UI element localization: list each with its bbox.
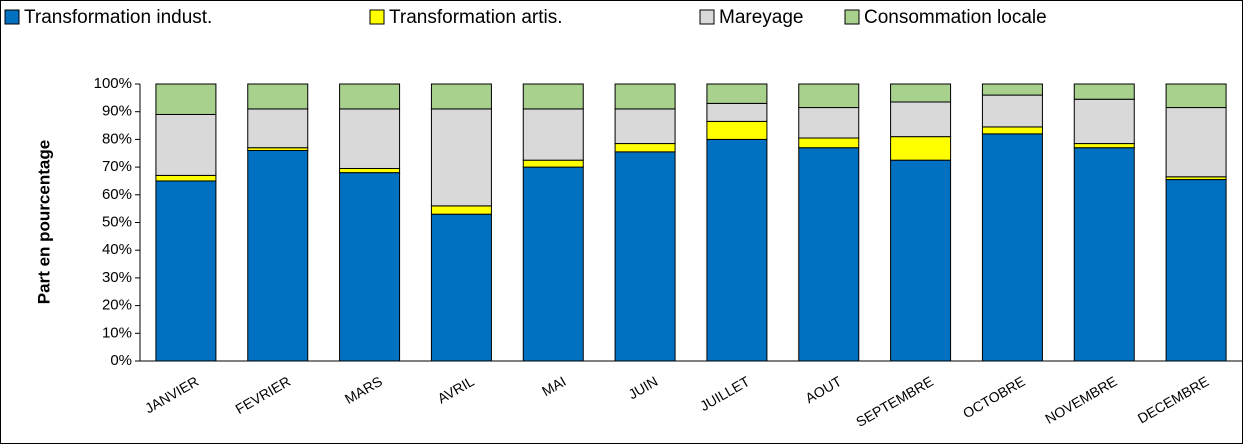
bar-segment	[430, 108, 492, 207]
bar-segment	[1165, 83, 1227, 109]
y-tick-label: 100%	[94, 75, 132, 92]
bar-segment	[890, 83, 952, 103]
y-tick-label: 30%	[102, 269, 132, 286]
bar-segment	[1073, 83, 1135, 100]
legend-label: Transformation indust.	[24, 7, 212, 28]
legend-swatch	[844, 9, 860, 25]
bar-segment	[1073, 98, 1135, 145]
bar-segment	[522, 166, 584, 362]
bar-segment	[890, 159, 952, 362]
legend-label: Consommation locale	[864, 7, 1047, 28]
y-tick-label: 20%	[102, 297, 132, 314]
bar-segment	[1165, 107, 1227, 178]
bar-segment	[430, 205, 492, 215]
bar-segment	[155, 83, 217, 115]
legend-label: Mareyage	[719, 7, 804, 28]
bar-segment	[706, 120, 768, 140]
legend-label: Transformation artis.	[389, 7, 563, 28]
y-tick-label: 50%	[102, 213, 132, 230]
bar-segment	[798, 107, 860, 139]
bar-segment	[247, 108, 309, 149]
bar-segment	[706, 102, 768, 122]
bar-segment	[614, 143, 676, 153]
bar-segment	[706, 83, 768, 104]
bar-segment	[798, 137, 860, 149]
bar-segment	[247, 83, 309, 110]
bar-segment	[247, 149, 309, 362]
bar-segment	[339, 83, 401, 110]
legend-swatch	[4, 9, 20, 25]
bar-segment	[981, 126, 1043, 135]
bar-segment	[430, 83, 492, 110]
legend-swatch	[369, 9, 385, 25]
bar-segment	[981, 83, 1043, 96]
bar-segment	[614, 108, 676, 145]
bar-segment	[890, 136, 952, 161]
y-tick-label: 60%	[102, 186, 132, 203]
bar-segment	[981, 94, 1043, 128]
y-tick-label: 40%	[102, 241, 132, 258]
y-tick-label: 0%	[110, 352, 132, 369]
bar-segment	[798, 83, 860, 109]
bar-segment	[155, 174, 217, 182]
bar-segment	[614, 151, 676, 362]
bar-segment	[706, 138, 768, 362]
bar-segment	[339, 172, 401, 362]
bar-segment	[981, 133, 1043, 362]
bar-segment	[430, 213, 492, 362]
bar-segment	[1073, 143, 1135, 149]
bar-segment	[522, 108, 584, 161]
bar-segment	[522, 83, 584, 110]
y-tick-label: 10%	[102, 324, 132, 341]
y-axis-label: Part en pourcentage	[34, 140, 53, 304]
bar-segment	[1165, 179, 1227, 362]
bar-segment	[1073, 147, 1135, 362]
legend-swatch	[699, 9, 715, 25]
bar-segment	[339, 167, 401, 174]
bar-segment	[155, 180, 217, 362]
y-tick-label: 80%	[102, 130, 132, 147]
bar-segment	[890, 101, 952, 138]
bar-segment	[155, 113, 217, 176]
y-tick-label: 90%	[102, 103, 132, 120]
bar-segment	[522, 159, 584, 168]
bar-segment	[339, 108, 401, 169]
y-tick-label: 70%	[102, 158, 132, 175]
bar-segment	[614, 83, 676, 110]
bar-segment	[798, 147, 860, 362]
